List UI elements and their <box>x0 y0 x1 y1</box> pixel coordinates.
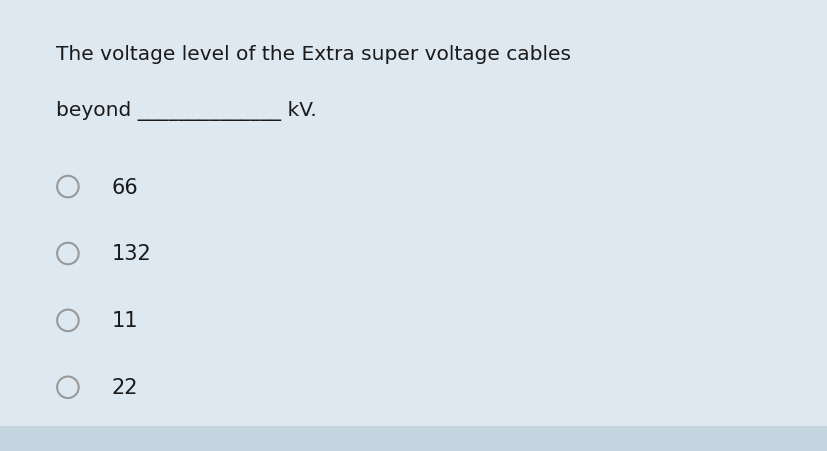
Text: 22: 22 <box>112 377 138 397</box>
Text: 132: 132 <box>112 244 151 264</box>
Bar <box>0 426 827 451</box>
Text: beyond ______________ kV.: beyond ______________ kV. <box>56 101 317 120</box>
Text: The voltage level of the Extra super voltage cables: The voltage level of the Extra super vol… <box>56 45 571 64</box>
Text: 11: 11 <box>112 311 138 331</box>
Text: 66: 66 <box>112 177 138 197</box>
